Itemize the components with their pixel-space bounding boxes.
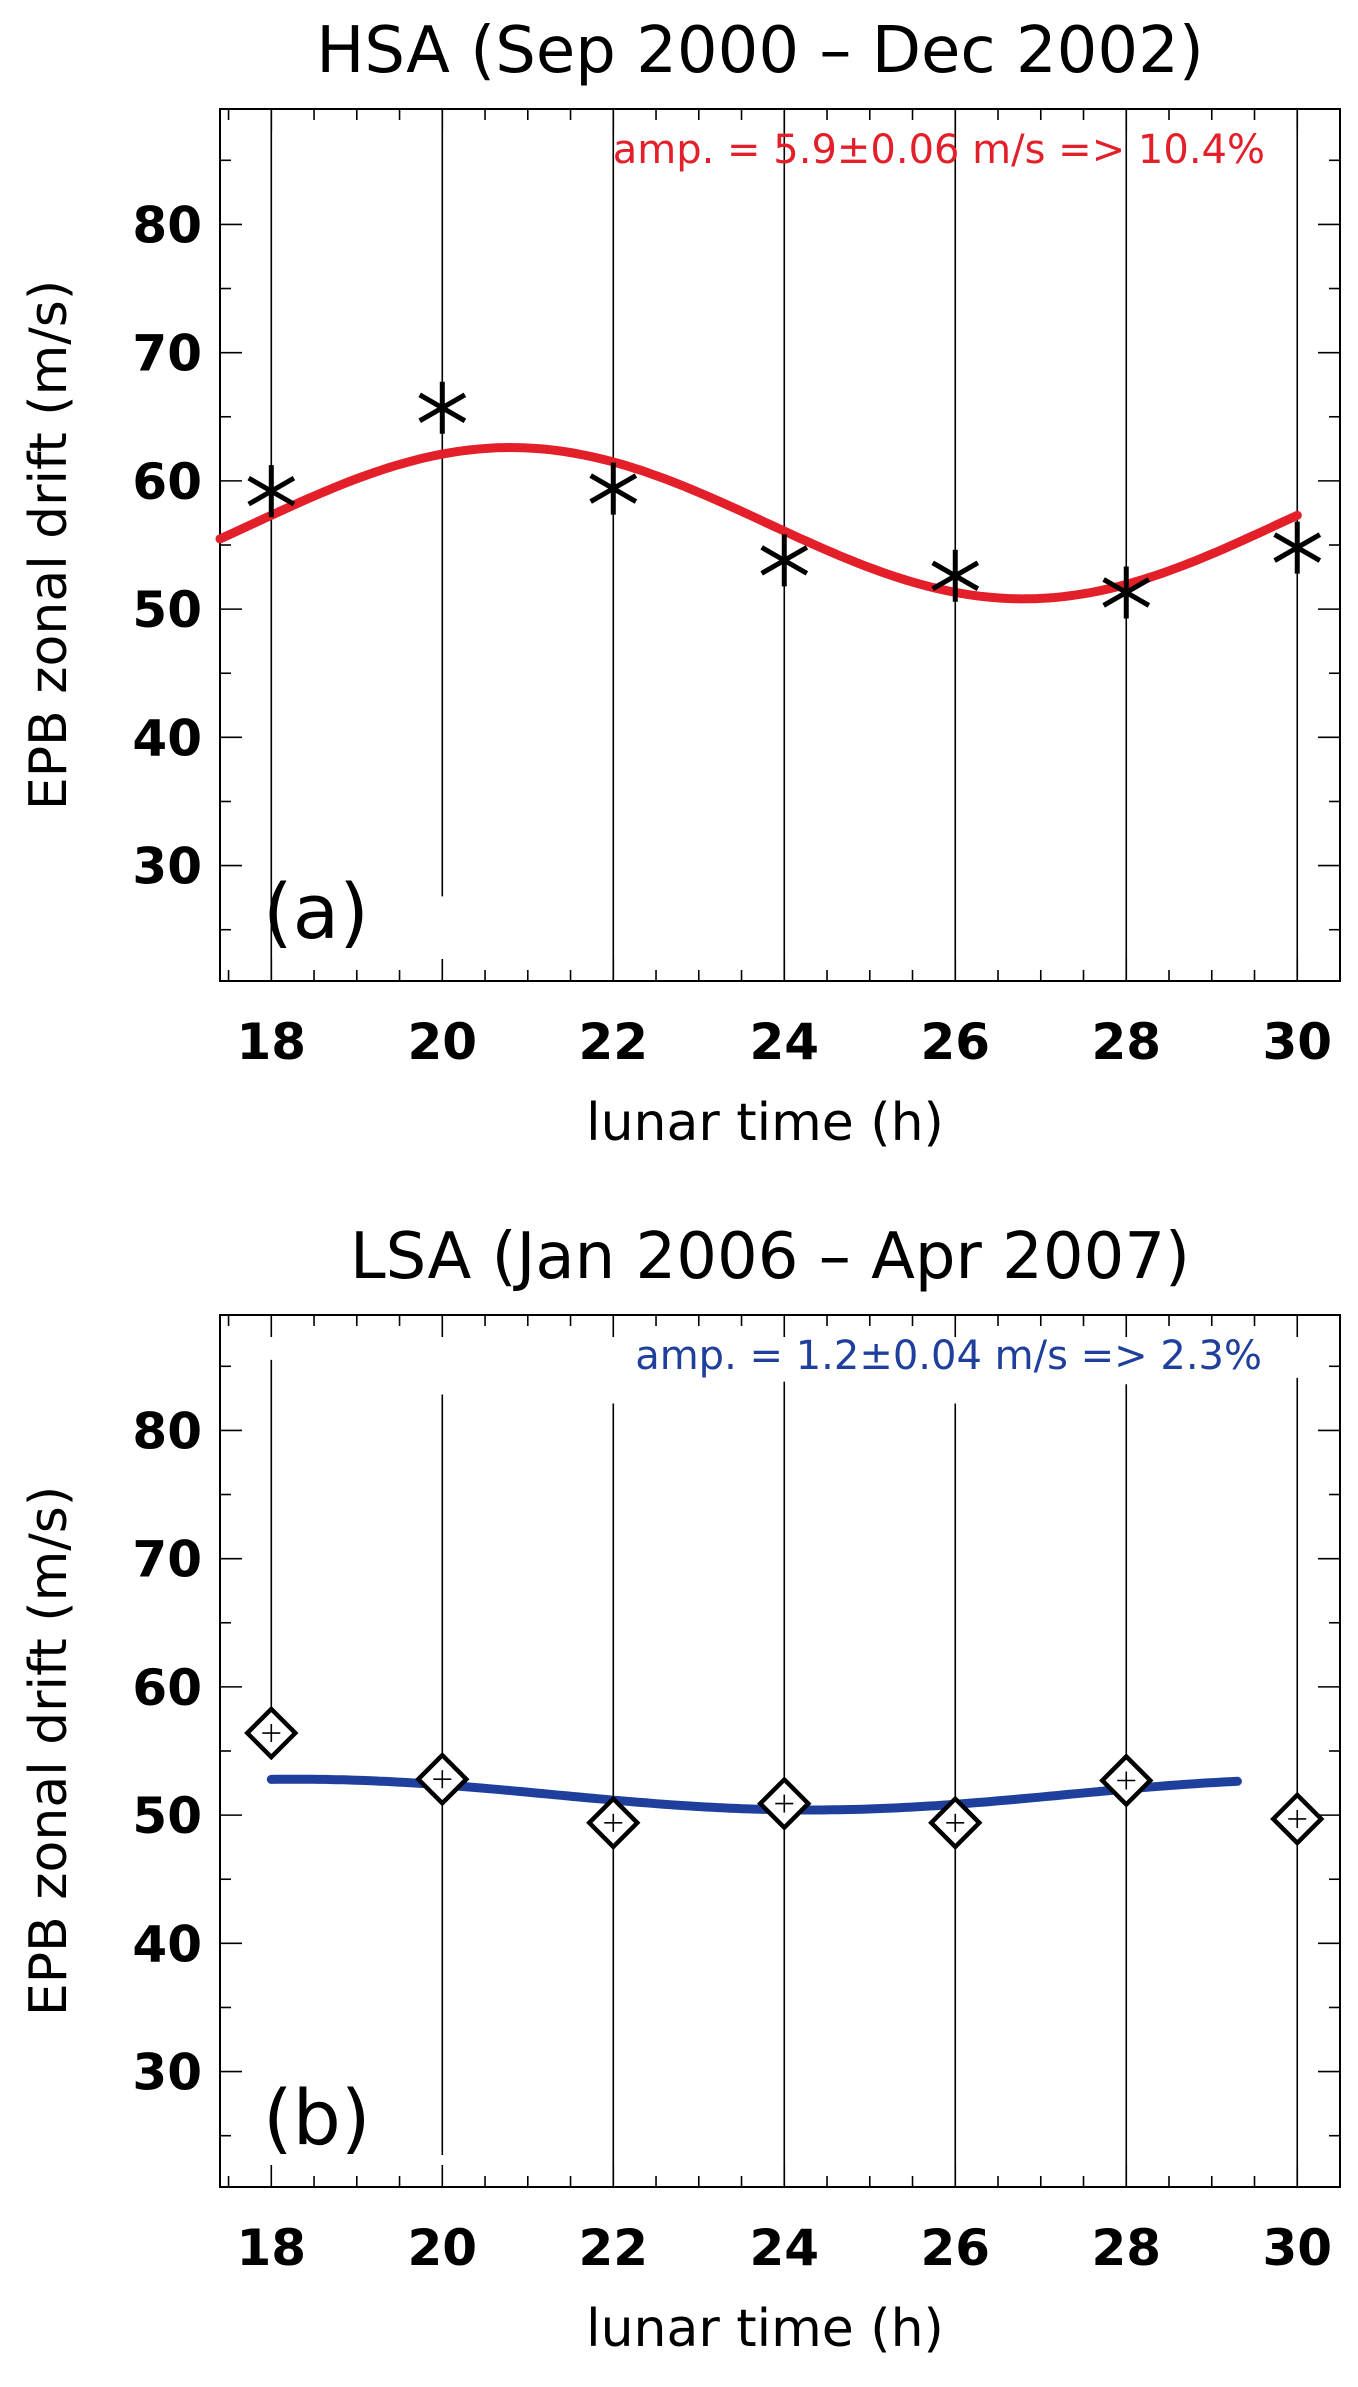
panel-a-x-axis-label: lunar time (h) — [586, 1093, 944, 1153]
diamond-marker — [586, 1795, 641, 1850]
asterisk-stroke — [589, 473, 638, 504]
panel-a-amplitude-annotation: amp. = 5.9±0.06 m/s => 10.4% — [613, 127, 1265, 173]
y-tick-label: 60 — [132, 453, 202, 511]
asterisk-marker — [247, 465, 296, 518]
x-tick-label: 24 — [749, 2219, 819, 2277]
panel-b-ticks — [220, 1315, 1340, 2187]
y-tick-label: 50 — [132, 581, 202, 639]
panel-b-x-tick-labels: 18 20 22 24 26 28 30 — [237, 2219, 1333, 2277]
y-tick-label: 80 — [132, 196, 202, 254]
panel-b-y-axis-label: EPB zonal drift (m/s) — [19, 1486, 79, 2016]
y-tick-label: 40 — [132, 709, 202, 767]
y-tick-label: 40 — [132, 1915, 202, 1973]
diamond-marker — [1270, 1791, 1325, 1847]
panel-b-x-axis-label: lunar time (h) — [586, 2299, 944, 2359]
asterisk-marker — [1102, 566, 1151, 619]
y-tick-label: 80 — [132, 1402, 202, 1460]
asterisk-stroke — [1102, 577, 1151, 608]
x-tick-label: 30 — [1262, 1013, 1332, 1071]
panel-b-y-tick-labels: 30 40 50 60 70 80 — [132, 1402, 202, 2101]
panel-b-title: LSA (Jan 2006 – Apr 2007) — [350, 1220, 1190, 1294]
diamond-marker — [928, 1795, 983, 1850]
panel-a-fit-curve — [215, 442, 1302, 604]
y-tick-label: 70 — [132, 1531, 202, 1589]
asterisk-stroke — [1273, 532, 1322, 563]
panel-a-y-axis-label: EPB zonal drift (m/s) — [19, 280, 79, 810]
diamond-marker — [1099, 1753, 1154, 1808]
asterisk-stroke — [760, 545, 809, 576]
x-tick-label: 28 — [1091, 2219, 1161, 2277]
x-tick-label: 20 — [407, 2219, 477, 2277]
asterisk-marker — [589, 462, 638, 515]
y-tick-label: 50 — [132, 1787, 202, 1845]
panel-a: HSA (Sep 2000 – Dec 2002) 30 40 50 60 70 80 1… — [19, 14, 1341, 1153]
x-tick-label: 26 — [920, 1013, 990, 1071]
y-tick-label: 30 — [132, 2044, 202, 2102]
diamond-marker — [244, 1705, 299, 1761]
x-tick-label: 24 — [749, 1013, 819, 1071]
asterisk-marker — [1273, 521, 1322, 574]
x-tick-label: 22 — [578, 1013, 648, 1071]
panel-a-x-tick-labels: 18 20 22 24 26 28 30 — [237, 1013, 1333, 1071]
panel-b-data-points — [244, 1705, 1325, 1850]
x-tick-label: 22 — [578, 2219, 648, 2277]
x-tick-label: 20 — [407, 1013, 477, 1071]
asterisk-marker — [760, 534, 809, 587]
y-tick-label: 60 — [132, 1659, 202, 1717]
panel-a-ticks — [220, 109, 1340, 981]
panel-a-y-tick-labels: 30 40 50 60 70 80 — [132, 196, 202, 895]
panel-b: LSA (Jan 2006 – Apr 2007) 30 40 50 60 70 80 1… — [19, 1220, 1341, 2359]
x-tick-label: 30 — [1262, 2219, 1332, 2277]
panel-a-vertical-lines — [270, 109, 1299, 981]
asterisk-stroke — [418, 392, 467, 423]
asterisk-stroke — [247, 475, 296, 507]
panel-b-plot-frame — [219, 1314, 1341, 2188]
panel-b-amplitude-annotation: amp. = 1.2±0.04 m/s => 2.3% — [635, 1333, 1262, 1379]
diamond-marker — [757, 1776, 812, 1831]
panel-a-plot-frame — [219, 108, 1341, 982]
asterisk-stroke — [931, 560, 980, 591]
y-tick-label: 30 — [132, 838, 202, 896]
panel-a-label: (a) — [263, 867, 369, 956]
panel-b-fit-curve — [266, 1774, 1242, 1815]
x-tick-label: 28 — [1091, 1013, 1161, 1071]
x-tick-label: 18 — [237, 1013, 307, 1071]
asterisk-marker — [418, 381, 467, 434]
diamond-marker — [415, 1752, 470, 1807]
panel-a-data-points — [247, 381, 1322, 619]
x-tick-label: 18 — [237, 2219, 307, 2277]
panel-a-title: HSA (Sep 2000 – Dec 2002) — [316, 14, 1204, 88]
y-tick-label: 70 — [132, 325, 202, 383]
x-tick-label: 26 — [920, 2219, 990, 2277]
asterisk-marker — [931, 549, 980, 602]
panel-b-label: (b) — [263, 2073, 371, 2162]
